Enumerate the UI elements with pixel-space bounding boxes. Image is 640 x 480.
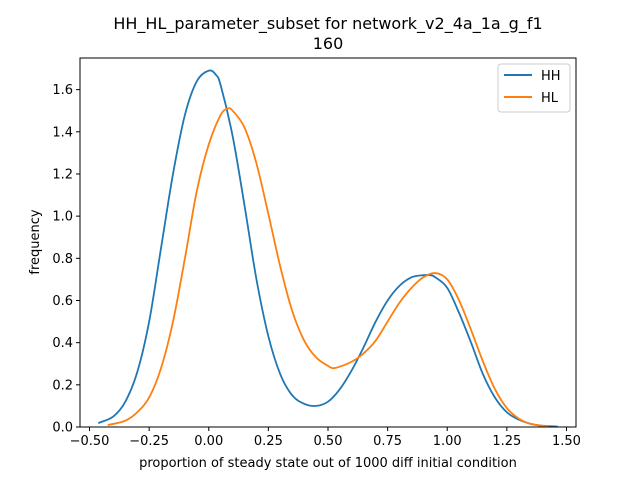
x-axis: −0.50 −0.25 0.00 0.25 0.50 0.75 1.00 1.25 1.50 <box>70 427 581 449</box>
y-tick-label: 0.4 <box>52 336 73 351</box>
series-layer <box>97 69 558 428</box>
x-tick-label: 0.75 <box>373 434 402 449</box>
series-line-hl <box>107 107 549 428</box>
x-tick-label: 1.50 <box>552 434 581 449</box>
legend: HH HL <box>497 63 571 113</box>
x-axis-label: proportion of steady state out of 1000 d… <box>139 456 517 471</box>
y-tick-label: 0.6 <box>52 294 73 309</box>
y-axis: 0.0 0.2 0.4 0.6 0.8 1.0 1.2 1.4 1.6 <box>52 83 80 436</box>
plot-background <box>80 58 576 427</box>
y-tick-label: 1.0 <box>52 210 73 225</box>
y-tick-label: 1.4 <box>52 125 73 140</box>
y-tick-label: 0.8 <box>52 252 73 267</box>
y-tick-label: 0.0 <box>52 421 73 436</box>
y-tick-label: 1.6 <box>52 83 73 98</box>
x-tick-label: 0.25 <box>254 434 283 449</box>
plot-area <box>79 57 577 428</box>
series-line-hh <box>97 69 558 428</box>
y-tick-label: 1.2 <box>52 167 73 182</box>
legend-label-hh: HH <box>541 69 561 84</box>
x-tick-label: −0.50 <box>70 434 110 449</box>
x-tick-label: 1.25 <box>492 434 521 449</box>
x-tick-label: 0.00 <box>194 434 223 449</box>
chart-subtitle: 160 <box>313 34 344 53</box>
chart-title: HH_HL_parameter_subset for network_v2_4a… <box>113 14 542 34</box>
x-tick-label: 1.00 <box>433 434 462 449</box>
x-tick-label: 0.50 <box>314 434 343 449</box>
x-tick-label: −0.25 <box>129 434 169 449</box>
y-tick-label: 0.2 <box>52 378 73 393</box>
y-axis-label: frequency <box>28 209 43 275</box>
legend-label-hl: HL <box>541 91 559 106</box>
